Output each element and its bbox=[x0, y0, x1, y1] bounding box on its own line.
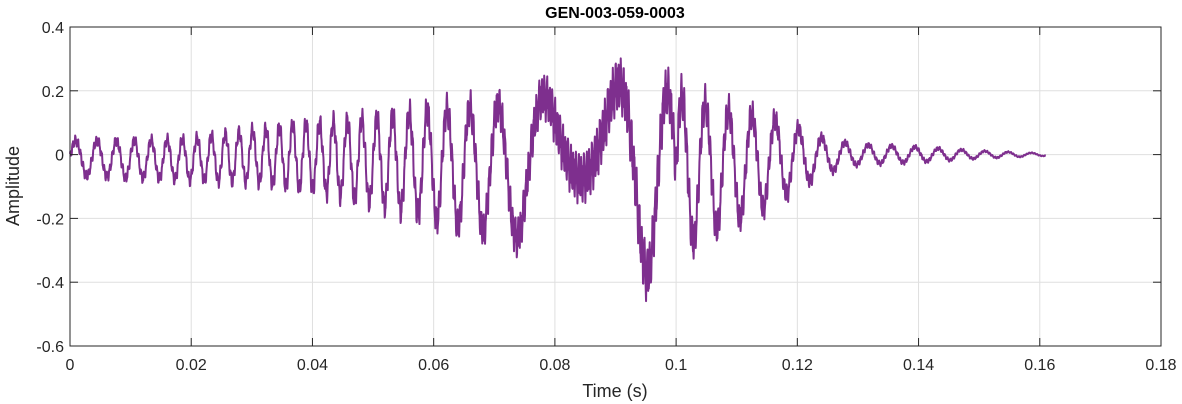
x-tick-label: 0.16 bbox=[1024, 357, 1055, 374]
y-tick-label: 0.2 bbox=[42, 84, 64, 101]
y-tick-label: 0 bbox=[55, 148, 64, 165]
x-tick-label: 0.18 bbox=[1145, 357, 1176, 374]
series-line-0 bbox=[69, 57, 1047, 303]
x-tick-labels: 0 0.02 0.04 0.06 0.08 0.1 0.12 0.14 0.16 0.18 bbox=[66, 357, 1177, 374]
y-tick-labels: -0.6 -0.4 -0.2 0 0.2 0.4 bbox=[36, 20, 64, 356]
series-layer bbox=[69, 57, 1047, 303]
x-tick-label: 0.06 bbox=[418, 357, 449, 374]
axes-frame bbox=[69, 26, 1162, 347]
x-tick-label: 0.14 bbox=[903, 357, 934, 374]
tick-marks bbox=[69, 26, 1162, 347]
chart-title: GEN-003-059-0003 bbox=[545, 5, 685, 22]
x-tick-label: 0.02 bbox=[176, 357, 207, 374]
y-tick-label: 0.4 bbox=[42, 20, 64, 37]
x-axis-label: Time (s) bbox=[582, 381, 647, 401]
x-tick-label: 0.04 bbox=[297, 357, 328, 374]
y-tick-label: -0.6 bbox=[36, 339, 64, 356]
y-tick-label: -0.2 bbox=[36, 211, 64, 228]
y-axis-label: Amplitude bbox=[3, 146, 23, 226]
x-tick-label: 0.08 bbox=[539, 357, 570, 374]
x-tick-label: 0 bbox=[66, 357, 75, 374]
x-tick-label: 0.1 bbox=[665, 357, 687, 374]
y-tick-label: -0.4 bbox=[36, 275, 64, 292]
x-tick-label: 0.12 bbox=[782, 357, 813, 374]
